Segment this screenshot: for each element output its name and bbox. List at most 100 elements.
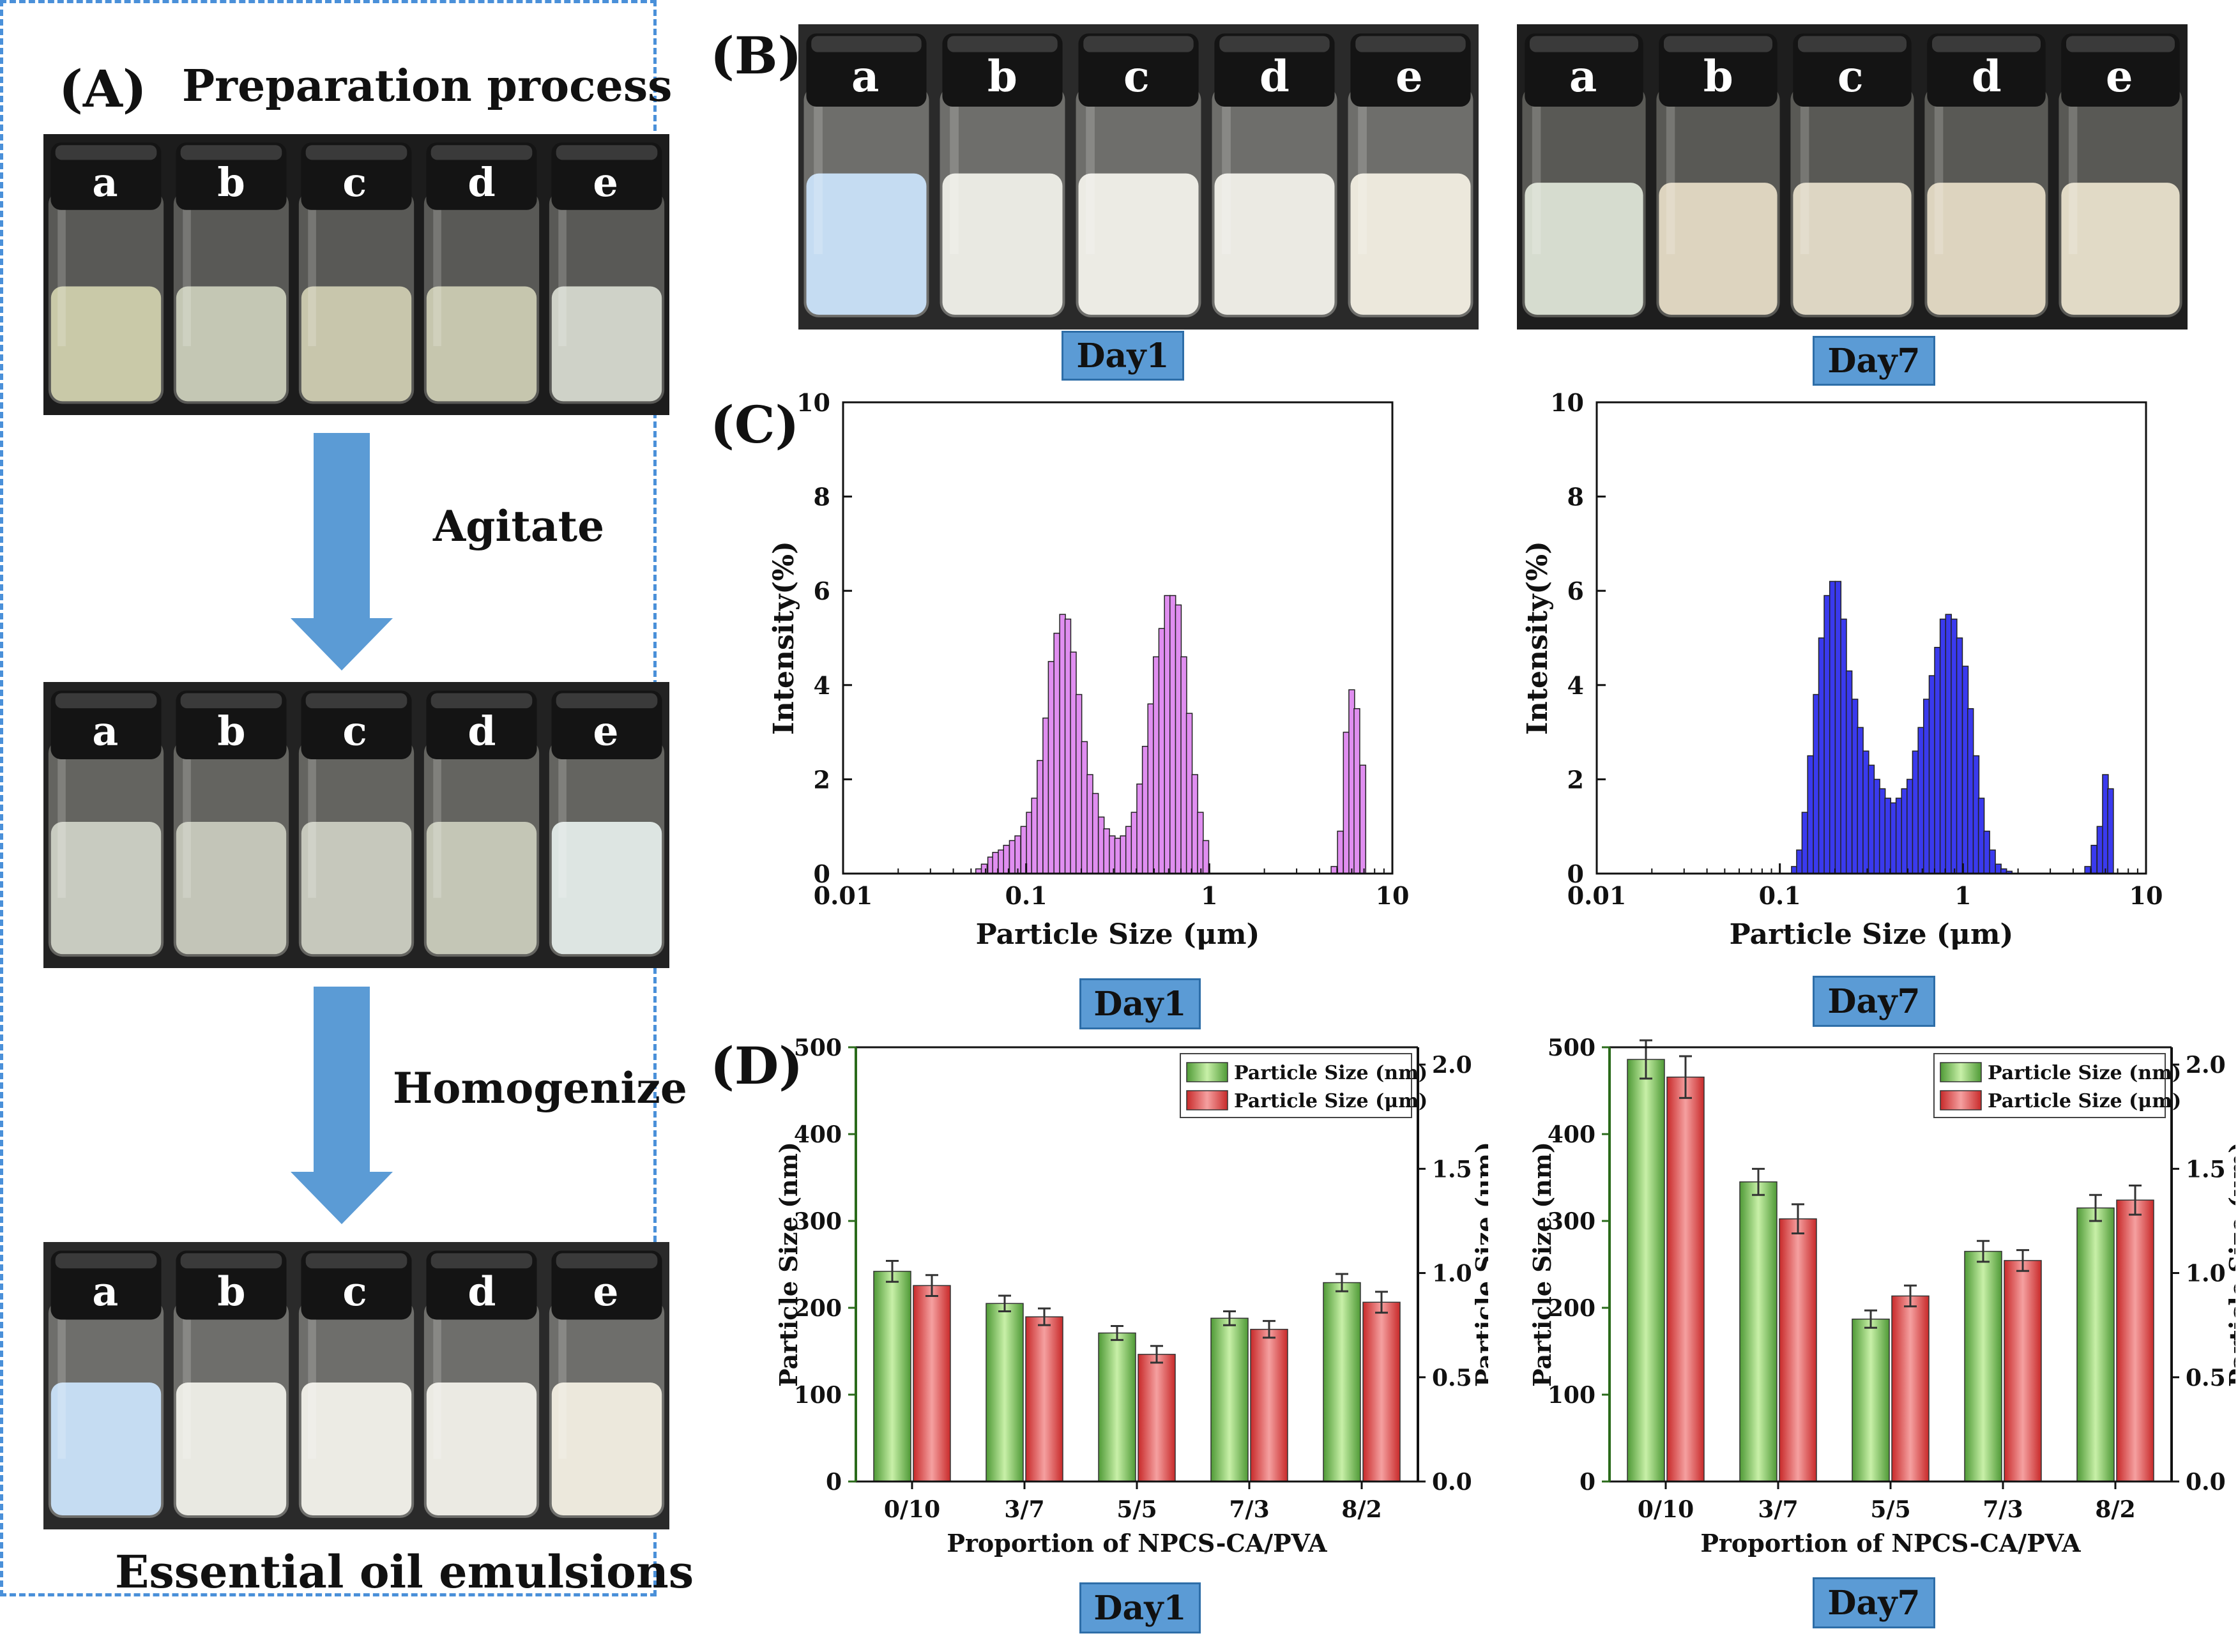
histogram-bar	[1934, 647, 1941, 874]
day7-badge: Day7	[1813, 1577, 1935, 1628]
histogram-bar	[1047, 661, 1055, 874]
vial-glint	[1800, 91, 1809, 254]
bar-chart-day7: 0/10 3/7 5/5 7/3 8/2 0 100 200 300 400 500 0.0 0.5 1.…	[1528, 1034, 2235, 1557]
histogram-bar	[1042, 717, 1049, 874]
vial-cap-top	[1529, 36, 1639, 52]
histogram-bar	[1884, 798, 1892, 874]
histogram-bar	[1907, 778, 1914, 874]
vial-label: e	[593, 159, 618, 206]
vial-liquid	[50, 286, 162, 402]
histogram-bar	[1912, 750, 1919, 874]
vial-cap-top	[305, 693, 407, 709]
histogram-bar	[1796, 849, 1803, 874]
legend-swatch	[1186, 1062, 1228, 1082]
y-right-axis-label: Particle Size (μm)	[1470, 1142, 1488, 1387]
vial-cap-top	[180, 1253, 282, 1269]
vial-liquid	[2061, 183, 2180, 315]
vial-liquid	[176, 1382, 287, 1515]
histogram-bar	[1175, 604, 1182, 874]
vial-cap-top	[55, 145, 157, 160]
histogram-bar	[1164, 595, 1171, 874]
legend-label: Particle Size (nm)	[1988, 1062, 2181, 1084]
vial-liquid	[551, 821, 662, 955]
histogram-bar	[1868, 764, 1875, 874]
photo-day7-vials: a b c d e	[1517, 24, 2188, 330]
vial-cap-top	[180, 693, 282, 709]
histogram-bar	[1158, 628, 1166, 874]
histogram-bar	[1989, 849, 1996, 874]
vial: d	[1212, 33, 1337, 317]
bar-chart-day1: 0/10 3/7 5/5 7/3 8/2 0 100 200 300 400 500 0.0 0.5 1.…	[774, 1034, 1488, 1557]
vial: b	[173, 690, 289, 957]
histogram-bar	[1807, 755, 1814, 874]
y-right-tick-label: 2.0	[1432, 1052, 1472, 1079]
legend-label: Particle Size (nm)	[1234, 1062, 1427, 1084]
x-tick-label: 10	[2129, 881, 2163, 910]
vial-cap-top	[556, 1253, 658, 1269]
bar-um	[1362, 1301, 1401, 1482]
vial-glint	[1222, 91, 1231, 254]
x-tick-label: 3/7	[1758, 1496, 1798, 1523]
histogram-bar	[1114, 837, 1122, 874]
x-axis-label: Proportion of NPCS-CA/PVA	[947, 1529, 1327, 1557]
vial-glint	[558, 197, 567, 347]
x-tick-label: 5/5	[1870, 1496, 1910, 1523]
legend-label: Particle Size (μm)	[1234, 1090, 1427, 1112]
vial-glint	[558, 1306, 567, 1459]
photo-after-homogenize: a b c d e	[43, 1242, 669, 1529]
vial-liquid	[1214, 173, 1335, 315]
plot-frame	[842, 401, 1394, 875]
vial-label: e	[1396, 51, 1423, 102]
vial: d	[423, 690, 540, 957]
y-tick-label: 400	[794, 1121, 842, 1148]
histogram-bar	[1862, 750, 1869, 874]
vial-cap-top	[55, 1253, 157, 1269]
bar-nm	[1964, 1250, 2002, 1482]
vial-liquid	[806, 173, 927, 315]
histogram-bar	[1070, 651, 1077, 874]
vial-liquid	[1350, 173, 1471, 315]
day1-badge: Day1	[1062, 331, 1184, 381]
histogram-bar	[1125, 826, 1132, 874]
vial-liquid	[176, 286, 287, 402]
x-axis-label: Particle Size (μm)	[1730, 918, 2014, 951]
histogram-bar	[1801, 812, 1809, 874]
vial: d	[423, 142, 540, 404]
vial-glint	[433, 745, 441, 898]
x-axis-label: Particle Size (μm)	[976, 918, 1260, 951]
vial-liquid	[301, 286, 412, 402]
histogram-bar	[2107, 788, 2114, 874]
vial-cap-top	[1219, 36, 1330, 52]
panel-a-title: Preparation process	[182, 61, 673, 112]
vial-glint	[1086, 91, 1095, 254]
vial-cap-top	[180, 145, 282, 160]
vial-glint	[950, 91, 959, 254]
histogram-bar	[1136, 784, 1143, 874]
histogram-bar	[1191, 774, 1198, 874]
histogram-bar	[1818, 637, 1825, 874]
vial-cap-top	[305, 1253, 407, 1269]
histogram-bar	[1956, 637, 1963, 874]
histogram-bar	[2090, 844, 2097, 874]
vial-liquid	[176, 821, 287, 955]
vial-glint	[308, 197, 316, 347]
x-tick-label: 7/3	[1229, 1496, 1269, 1523]
vial: a	[1522, 33, 1646, 317]
bar-nm	[1210, 1317, 1249, 1482]
vial-liquid	[301, 821, 412, 955]
vial-cap-top	[430, 145, 533, 160]
y-axis-label: Particle Size (nm)	[774, 1142, 803, 1387]
histogram-bar	[2084, 866, 2091, 874]
vial-liquid	[426, 1382, 537, 1515]
vial-glint	[1358, 91, 1367, 254]
histogram-bar	[1103, 828, 1110, 874]
vial-cap-top	[1083, 36, 1194, 52]
histogram-bar	[1813, 693, 1820, 874]
y-tick-label: 300	[1548, 1208, 1595, 1235]
x-tick-label: 8/2	[1341, 1496, 1382, 1523]
vial-cap-top	[1797, 36, 1907, 52]
vial-cap-top	[811, 36, 922, 52]
histogram-day7: 0 2 4 6 8 10 0.01 0.1 1 10 Particle Size (μm) Inten…	[1521, 388, 2163, 951]
legend-swatch	[1186, 1090, 1228, 1110]
x-tick-label: 10	[1376, 881, 1410, 910]
